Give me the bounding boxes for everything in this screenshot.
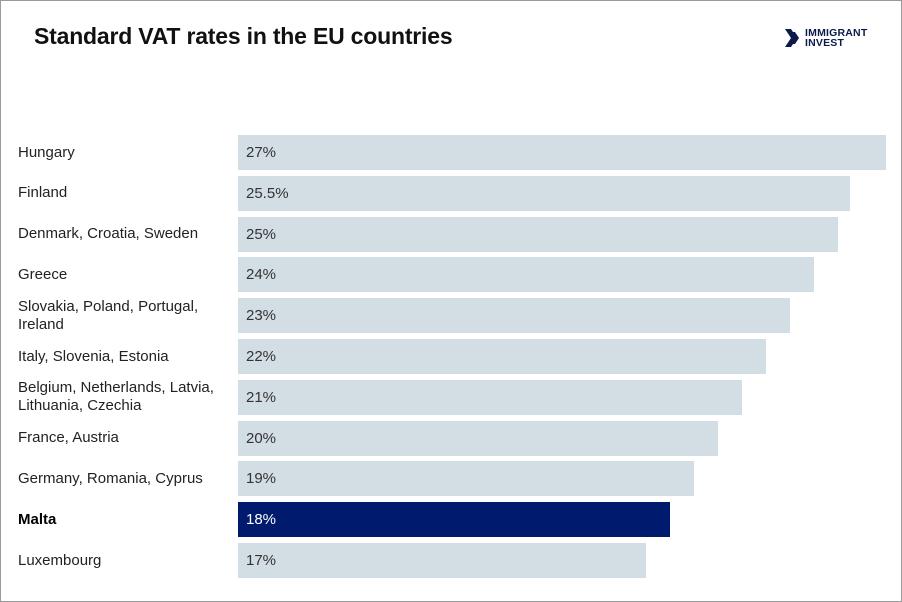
category-label: Italy, Slovenia, Estonia [18, 347, 169, 365]
category-label: Malta [18, 510, 57, 528]
bar [238, 379, 742, 415]
bar [238, 420, 718, 456]
category-label: Finland [18, 184, 68, 202]
value-label: 19% [246, 470, 277, 488]
bar [238, 543, 646, 578]
value-label: 24% [246, 266, 277, 284]
category-label: Germany, Romania, Cyprus [18, 469, 203, 487]
bar [238, 461, 694, 497]
category-label: Slovakia, Poland, Portugal, Ireland [18, 297, 199, 333]
value-label: 20% [246, 429, 277, 447]
value-label: 21% [246, 388, 277, 406]
bar [238, 339, 766, 374]
value-label: 22% [246, 348, 277, 365]
category-label: Denmark, Croatia, Sweden [18, 225, 199, 243]
chart-title: Standard VAT rates in the EU countries [34, 23, 453, 49]
category-label: Luxembourg [18, 551, 102, 569]
bar [238, 135, 886, 170]
bar [238, 502, 670, 538]
value-label: 23% [246, 307, 277, 325]
value-label: 27% [246, 144, 277, 161]
bar [238, 298, 790, 334]
category-label: Hungary [18, 143, 75, 161]
value-label: 18% [246, 511, 277, 529]
category-label: Belgium, Netherlands, Latvia, Lithuania,… [18, 379, 214, 415]
bar [238, 175, 850, 211]
bar [238, 257, 814, 293]
category-label: Greece [18, 265, 68, 283]
logo-line: IMMIGRANT [805, 27, 868, 39]
value-label: 25.5% [246, 184, 289, 202]
logo: IMMIGRANT INVEST [785, 28, 867, 48]
logo-icon [785, 29, 799, 47]
value-label: 25% [246, 225, 277, 243]
value-label: 17% [246, 552, 277, 569]
bar [238, 216, 838, 252]
category-label: France, Austria [18, 429, 119, 447]
logo-line: INVEST [805, 37, 845, 49]
logo-text: IMMIGRANT INVEST [805, 27, 868, 49]
